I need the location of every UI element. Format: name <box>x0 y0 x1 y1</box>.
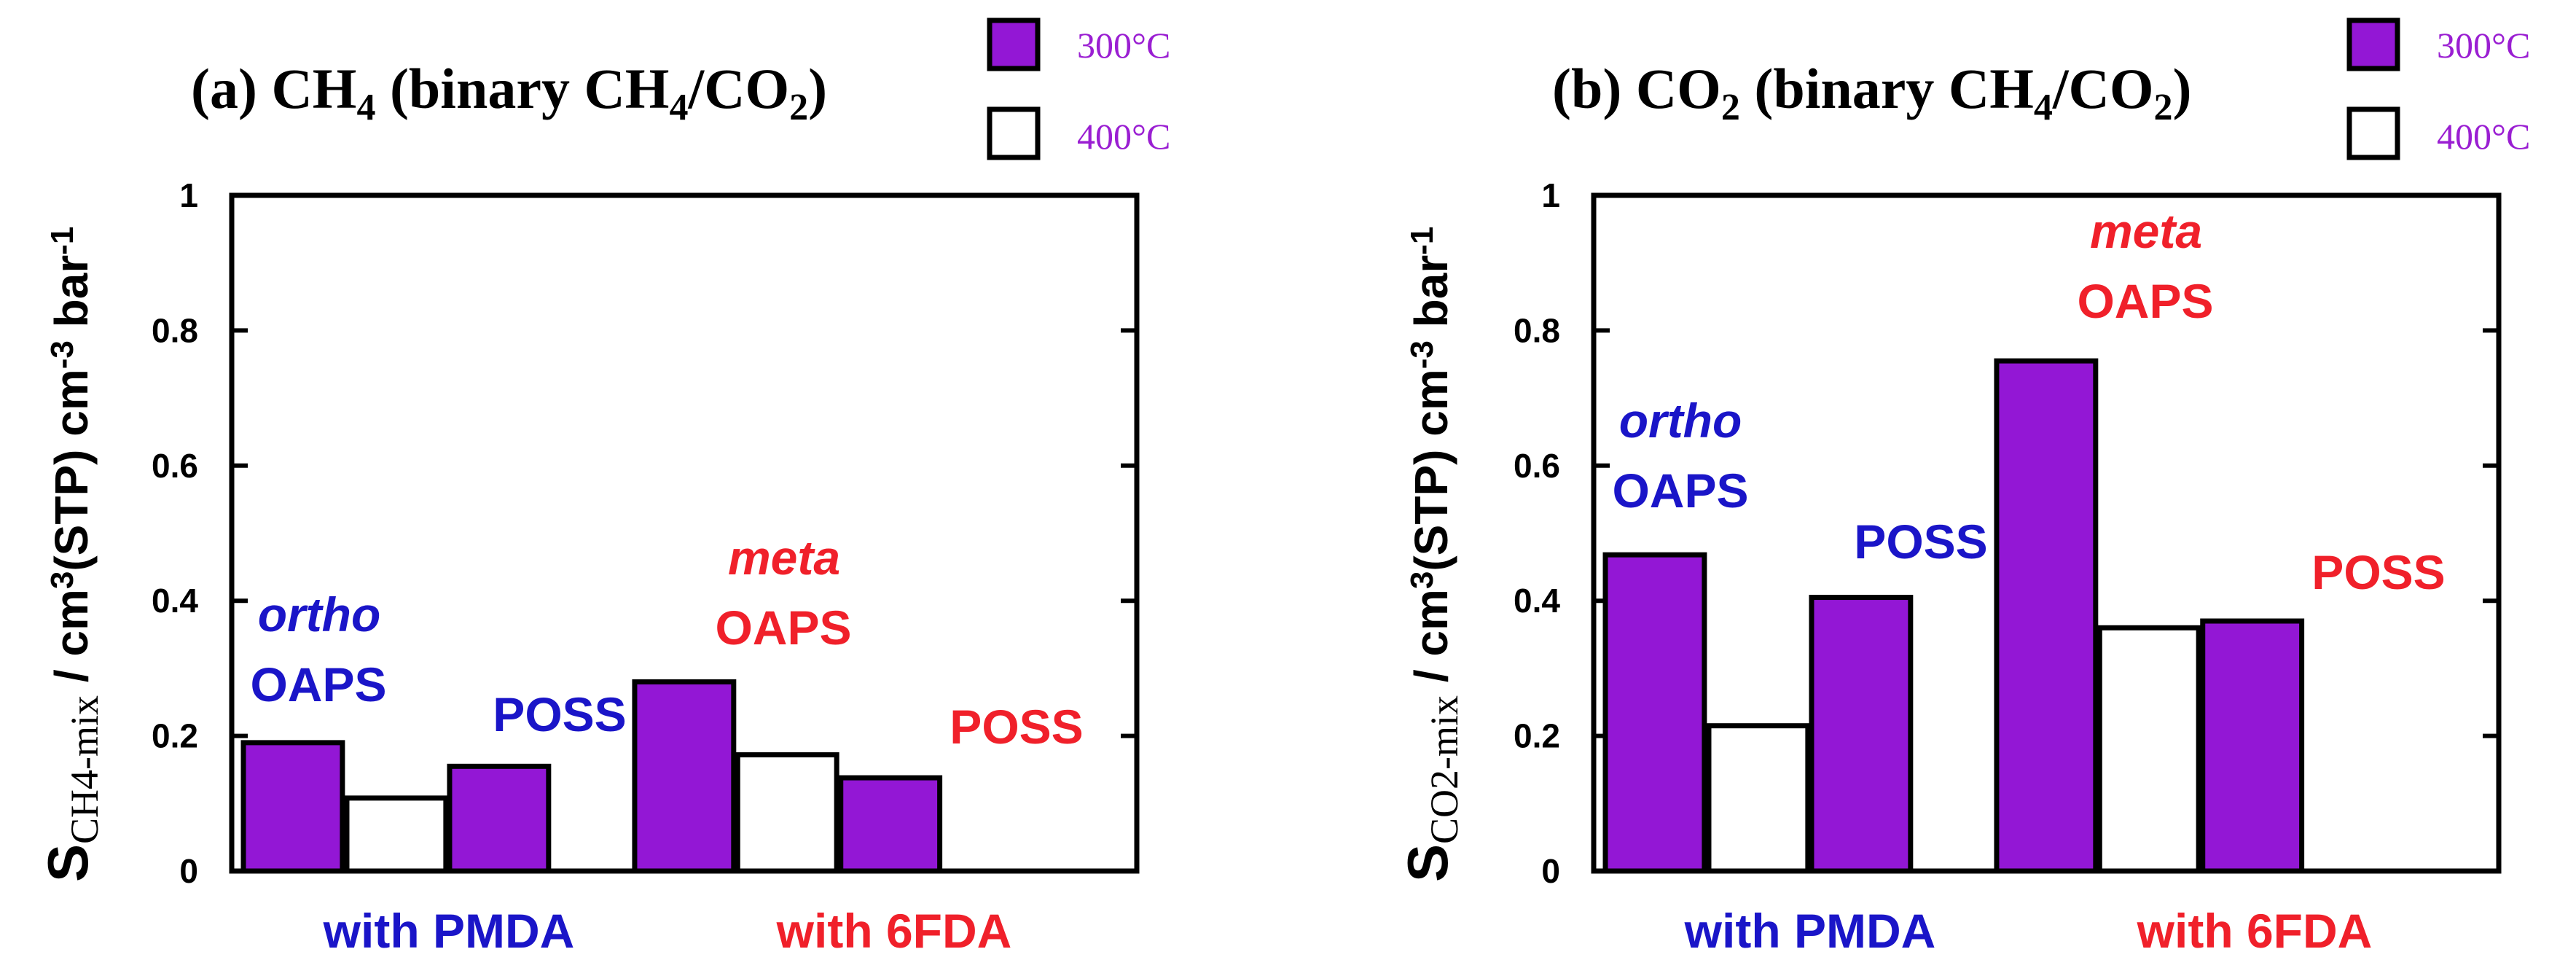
panel-a: (a) CH4 (binary CH4/CO2) 300°C 400°C SCH… <box>36 17 1170 958</box>
annotation-poss-pmda: POSS <box>493 687 626 741</box>
annotation-meta: meta <box>2090 204 2202 258</box>
panel-a-title: (a) CH4 (binary CH4/CO2) <box>191 57 827 128</box>
bar-b-300c-1 <box>1809 595 1914 874</box>
group-label-pmda: with PMDA <box>323 904 575 958</box>
annotation-oaps-pmda: OAPS <box>1612 464 1748 518</box>
legend-swatch-400 <box>987 106 1041 160</box>
panel-b-annotations: ortho OAPS POSS meta OAPS POSS <box>1612 204 2445 599</box>
annotation-ortho: ortho <box>1619 394 1742 448</box>
bar-a-400c-2 <box>735 752 839 874</box>
group-label-6fda: with 6FDA <box>2137 904 2373 958</box>
y-tick-label: 0 <box>179 852 198 890</box>
annotation-poss-6fda: POSS <box>2311 545 2445 599</box>
y-tick-label: 0.8 <box>1514 311 1560 349</box>
bar-b-400c-2 <box>2097 625 2201 874</box>
y-tick-label: 0.8 <box>152 311 198 349</box>
annotation-oaps-6fda: OAPS <box>715 601 851 655</box>
panel-a-y-axis-label: SCH4-mix / cm3(STP) cm-3 bar-1 <box>36 227 106 882</box>
bar-a-300c-3 <box>838 775 943 874</box>
y-tick-label: 0.2 <box>152 717 198 755</box>
y-tick-label: 0.4 <box>152 582 198 620</box>
y-tick-label: 1 <box>1541 176 1560 214</box>
panel-a-plot-frame <box>229 192 1140 874</box>
y-tick-label: 0.2 <box>1514 717 1560 755</box>
panel-a-annotations: ortho OAPS POSS meta OAPS POSS <box>250 531 1083 754</box>
bar-a-400c-0 <box>344 795 449 874</box>
y-tick-label: 0 <box>1541 852 1560 890</box>
annotation-poss-pmda: POSS <box>1854 515 1987 569</box>
bar-b-300c-0 <box>1602 552 1707 874</box>
y-tick-label: 0.6 <box>152 447 198 485</box>
bar-a-300c-1 <box>447 763 552 874</box>
panel-b-y-axis-label: SCO2-mix / cm3(STP) cm-3 bar-1 <box>1395 227 1466 882</box>
bar-a-300c-0 <box>240 740 345 874</box>
annotation-oaps-6fda: OAPS <box>2077 274 2213 328</box>
y-tick-label: 0.4 <box>1514 582 1560 620</box>
legend-label-400: 400°C <box>2437 116 2530 157</box>
panel-b-y-axis: 0 0.2 0.4 0.6 0.8 1 <box>1514 176 2499 890</box>
annotation-oaps-pmda: OAPS <box>250 657 386 711</box>
legend-swatch-300 <box>987 17 1041 71</box>
legend-label-300: 300°C <box>1077 25 1170 66</box>
bar-a-300c-2 <box>632 679 737 874</box>
legend-label-300: 300°C <box>2437 25 2530 66</box>
bar-b-400c-0 <box>1706 723 1811 874</box>
panel-a-y-axis: 0 0.2 0.4 0.6 0.8 1 <box>152 176 1137 890</box>
panel-b: (b) CO2 (binary CH4/CO2) 300°C 400°C SCO… <box>1395 17 2530 958</box>
group-label-6fda: with 6FDA <box>776 904 1012 958</box>
legend-swatch-300 <box>2346 17 2400 71</box>
legend-swatch-400 <box>2346 106 2400 160</box>
legend-label-400: 400°C <box>1077 116 1170 157</box>
panel-a-legend: 300°C 400°C <box>987 17 1170 160</box>
bar-b-300c-3 <box>2200 618 2305 874</box>
bar-b-300c-2 <box>1994 358 2099 874</box>
panel-b-legend: 300°C 400°C <box>2346 17 2530 160</box>
group-label-pmda: with PMDA <box>1684 904 1936 958</box>
panel-b-title: (b) CO2 (binary CH4/CO2) <box>1552 57 2192 128</box>
y-tick-label: 1 <box>179 176 198 214</box>
annotation-poss-6fda: POSS <box>950 700 1083 754</box>
annotation-meta: meta <box>728 531 840 585</box>
panel-b-plot-frame <box>1591 192 2502 874</box>
y-tick-label: 0.6 <box>1514 447 1560 485</box>
annotation-ortho: ortho <box>258 587 381 641</box>
